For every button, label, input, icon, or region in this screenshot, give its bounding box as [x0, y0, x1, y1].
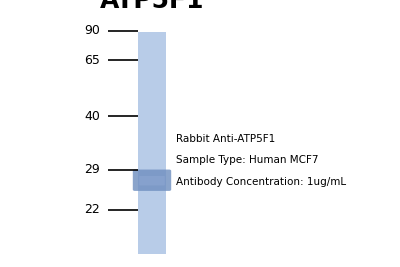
Text: Antibody Concentration: 1ug/mL: Antibody Concentration: 1ug/mL — [176, 176, 346, 187]
Bar — [138, 32, 166, 254]
Text: Sample Type: Human MCF7: Sample Type: Human MCF7 — [176, 155, 318, 165]
FancyBboxPatch shape — [139, 176, 165, 185]
Text: 90: 90 — [84, 24, 100, 37]
Text: 65: 65 — [84, 54, 100, 66]
Text: 40: 40 — [84, 110, 100, 123]
Text: ATP5F1: ATP5F1 — [100, 0, 204, 13]
Text: Rabbit Anti-ATP5F1: Rabbit Anti-ATP5F1 — [176, 134, 275, 144]
Text: 22: 22 — [84, 203, 100, 216]
FancyBboxPatch shape — [133, 170, 171, 191]
Text: 29: 29 — [84, 163, 100, 176]
